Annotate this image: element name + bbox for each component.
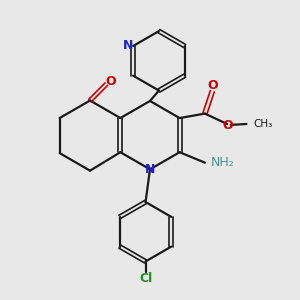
Text: N: N bbox=[123, 40, 133, 52]
Text: CH₃: CH₃ bbox=[253, 119, 272, 129]
Text: O: O bbox=[106, 75, 116, 88]
Text: N: N bbox=[145, 164, 155, 176]
Text: NH₂: NH₂ bbox=[211, 156, 235, 169]
Text: Cl: Cl bbox=[139, 272, 152, 285]
Text: O: O bbox=[208, 80, 218, 92]
Text: O: O bbox=[223, 119, 233, 132]
